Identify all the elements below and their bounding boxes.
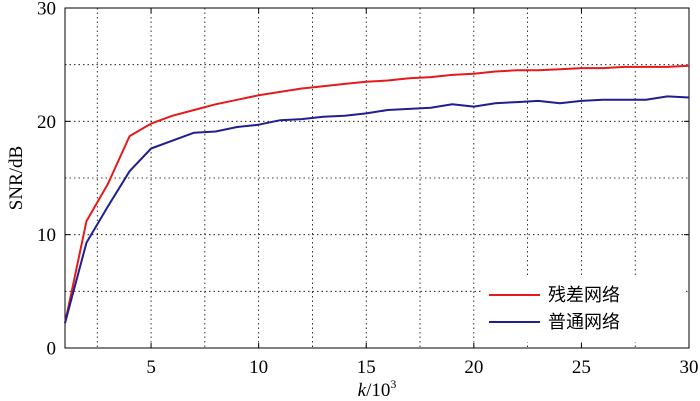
legend-label-plain-network: 普通网络 (548, 312, 620, 333)
data-point (86, 242, 88, 244)
data-point (344, 83, 346, 85)
data-point (494, 70, 496, 72)
data-point (172, 115, 174, 117)
data-point (602, 99, 604, 101)
x-tick-label: 30 (680, 357, 699, 378)
y-tick-label: 0 (47, 339, 57, 360)
data-point (666, 95, 668, 97)
data-point (473, 106, 475, 108)
data-point (172, 140, 174, 142)
data-point (580, 100, 582, 102)
data-point (666, 66, 668, 68)
series-plain-network (64, 95, 690, 324)
data-point (451, 74, 453, 76)
data-point (107, 183, 109, 185)
data-point (688, 65, 690, 67)
data-point (623, 66, 625, 68)
data-point (215, 131, 217, 133)
data-point (408, 77, 410, 79)
data-point (365, 81, 367, 83)
x-tick-label: 10 (249, 357, 268, 378)
data-point (301, 87, 303, 89)
data-point (279, 119, 281, 121)
data-point (193, 109, 195, 111)
data-point (236, 126, 238, 128)
series-line (64, 95, 690, 324)
series-residual-network (64, 64, 690, 324)
y-tick-label: 20 (37, 112, 56, 133)
data-point (645, 66, 647, 68)
data-point (473, 73, 475, 75)
x-axis-label-unit: /10 (366, 380, 390, 401)
data-point (258, 94, 260, 96)
data-point (150, 148, 152, 150)
data-point (602, 67, 604, 69)
data-point (688, 97, 690, 99)
x-axis-label-variable: k (358, 380, 367, 401)
data-point (301, 118, 303, 120)
data-point (215, 103, 217, 105)
data-point (193, 132, 195, 134)
series-layer (64, 64, 690, 324)
data-point (129, 135, 131, 137)
data-point (430, 76, 432, 78)
data-point (344, 115, 346, 117)
data-point (322, 116, 324, 118)
legend: 残差网络 普通网络 (482, 278, 686, 342)
data-point (494, 102, 496, 104)
data-point (516, 69, 518, 71)
x-tick-label: 15 (357, 357, 376, 378)
data-point (516, 101, 518, 103)
data-point (559, 68, 561, 70)
data-point (623, 99, 625, 101)
data-point (86, 220, 88, 222)
data-point (322, 85, 324, 87)
data-point (129, 170, 131, 172)
grid-lines (65, 8, 689, 348)
x-axis-label-exponent: 3 (390, 377, 396, 391)
axis-ticks: 5 10 15 20 25 30 0 10 20 30 (37, 0, 699, 378)
data-point (537, 100, 539, 102)
data-point (645, 99, 647, 101)
legend-label-residual-network: 残差网络 (548, 285, 620, 306)
data-point (430, 107, 432, 109)
data-point (236, 99, 238, 101)
x-tick-label: 5 (146, 357, 156, 378)
data-point (408, 108, 410, 110)
y-tick-label: 30 (37, 0, 56, 20)
data-point (107, 205, 109, 207)
data-point (559, 102, 561, 104)
data-point (365, 112, 367, 114)
data-point (387, 109, 389, 111)
legend-box (482, 278, 686, 342)
data-point (580, 67, 582, 69)
data-point (258, 124, 260, 126)
data-point (279, 91, 281, 93)
x-tick-label: 25 (572, 357, 591, 378)
data-point (387, 80, 389, 82)
data-point (451, 103, 453, 105)
y-tick-label: 10 (37, 225, 56, 246)
data-point (150, 123, 152, 125)
x-axis-label: k/103 (358, 377, 397, 401)
x-tick-label: 20 (464, 357, 483, 378)
y-axis-label: SNR/dB (6, 146, 27, 210)
plot-area-frame (64, 7, 690, 349)
data-point (537, 69, 539, 71)
data-point (64, 322, 66, 324)
series-line (64, 64, 690, 324)
